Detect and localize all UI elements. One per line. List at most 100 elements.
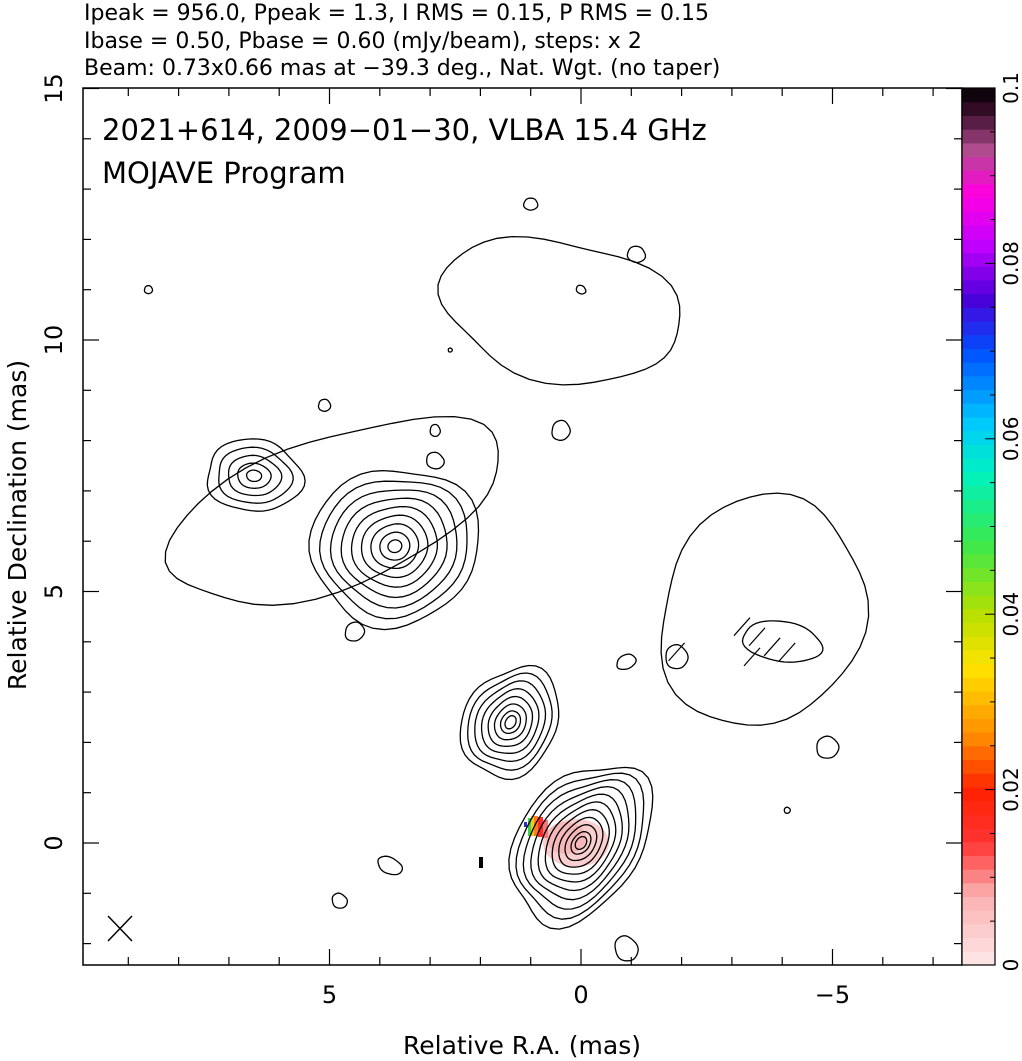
contour-west-diffuse [660, 492, 870, 726]
contour-east-bright [350, 505, 439, 588]
colorbar-band [962, 348, 995, 363]
contour-core [574, 835, 588, 851]
colorbar-band [962, 170, 995, 185]
contour-east-bright [370, 523, 420, 570]
colorbar-band [962, 663, 995, 678]
colorbar-band [962, 197, 995, 212]
colorbar-band [962, 732, 995, 747]
core-pixel-orange [534, 816, 538, 836]
colorbar-band [962, 718, 995, 733]
plot-frame [82, 87, 963, 966]
colorbar-band [962, 636, 995, 651]
contour-inner-jet [467, 672, 553, 771]
header-line-1: Ipeak = 956.0, Ppeak = 1.3, I RMS = 0.15… [84, 1, 709, 26]
colorbar-band [962, 608, 995, 624]
contour-east-bright [318, 480, 468, 620]
contour-island [317, 398, 332, 412]
colorbar-band [962, 403, 995, 418]
contour-inner-jet [480, 688, 540, 754]
colorbar-band [962, 362, 995, 377]
colorbar-band [962, 745, 995, 761]
colorbar-tick-label: 0.08 [999, 241, 1022, 286]
colorbar-band [962, 416, 995, 432]
chart-subtitle: MOJAVE Program [102, 156, 346, 190]
colorbar: 0 0.02 0.04 0.06 0.08 0.1 [961, 72, 1022, 971]
contour-north-diffuse [437, 235, 681, 386]
chart-title: 2021+614, 2009−01−30, VLBA 15.4 GHz [102, 113, 707, 147]
contour-island [626, 245, 647, 264]
colorbar-band [962, 869, 995, 884]
contour-island [816, 735, 840, 759]
colorbar-band [962, 786, 995, 802]
contour-island [377, 855, 404, 876]
colorbar-band [962, 252, 995, 267]
colorbar-tick-label: 0.02 [999, 767, 1022, 812]
contour-island [616, 653, 637, 671]
contour-island [429, 423, 441, 438]
colorbar-band [962, 88, 995, 103]
contour-island [143, 285, 154, 295]
colorbar-band [962, 814, 995, 829]
colorbar-band [962, 389, 995, 404]
core-pixel-yellow [531, 816, 534, 836]
header-line-3: Beam: 0.73x0.66 mas at −39.3 deg., Nat. … [84, 56, 720, 81]
contour-east-bright [387, 539, 403, 554]
colorbar-band [962, 800, 995, 815]
colorbar-band [962, 293, 995, 308]
contour-east-knot [245, 469, 263, 483]
y-axis-label: Relative Declination (mas) [3, 360, 32, 690]
contour-core [537, 793, 623, 892]
colorbar-tick-label: 0.04 [999, 592, 1022, 637]
colorbar-band [962, 485, 995, 500]
colorbar-band [962, 115, 995, 130]
polarization-tick [743, 647, 761, 667]
axes: 5 0 −5 0 5 10 15 [40, 73, 962, 1009]
contour-inner-jet [474, 680, 547, 763]
colorbar-band [962, 211, 995, 226]
colorbar-band [962, 320, 995, 336]
polarization-tick [668, 642, 686, 662]
header-line-2: Ibase = 0.50, Pbase = 0.60 (mJy/beam), s… [84, 29, 642, 54]
colorbar-band [962, 773, 995, 788]
colorbar-band [962, 553, 995, 569]
contour-inner-jet [487, 695, 534, 747]
contour-island [783, 806, 791, 814]
colorbar-tick-label: 0.06 [999, 417, 1022, 462]
colorbar-band [962, 690, 995, 706]
contour-east-bright [308, 469, 480, 631]
contour-island [331, 892, 349, 909]
core-emission [479, 816, 609, 868]
contour-core [558, 816, 604, 868]
colorbar-band [962, 827, 995, 843]
contour-inner-jet [493, 703, 527, 741]
contour-west-inner [741, 620, 824, 663]
colorbar-band [962, 567, 995, 582]
contour-core [551, 809, 610, 875]
contour-island [575, 284, 587, 295]
contour-core [522, 779, 637, 910]
colorbar-band [962, 855, 995, 870]
colorbar-band [962, 238, 995, 254]
beam-cross-icon [107, 915, 133, 942]
x-tick-label: 5 [322, 981, 337, 1009]
colorbar-band [962, 101, 995, 117]
colorbar-band [962, 923, 995, 939]
colorbar-band [962, 279, 995, 295]
contour-east-bright [360, 514, 429, 579]
colorbar-band [962, 581, 995, 596]
colorbar-band [962, 444, 995, 459]
core-pixel-blue [524, 822, 527, 827]
contour-island [665, 643, 689, 670]
colorbar-band [962, 457, 995, 473]
colorbar-band [962, 704, 995, 719]
colorbar-band [962, 225, 995, 240]
y-tick-label: 15 [40, 73, 68, 104]
colorbar-band [962, 841, 995, 856]
y-tick-label: 0 [40, 835, 68, 850]
x-axis-label: Relative R.A. (mas) [403, 1031, 641, 1060]
colorbar-band [962, 910, 995, 925]
colorbar-band [962, 759, 995, 774]
y-tick-label: 5 [40, 584, 68, 599]
contour-island [614, 935, 639, 962]
